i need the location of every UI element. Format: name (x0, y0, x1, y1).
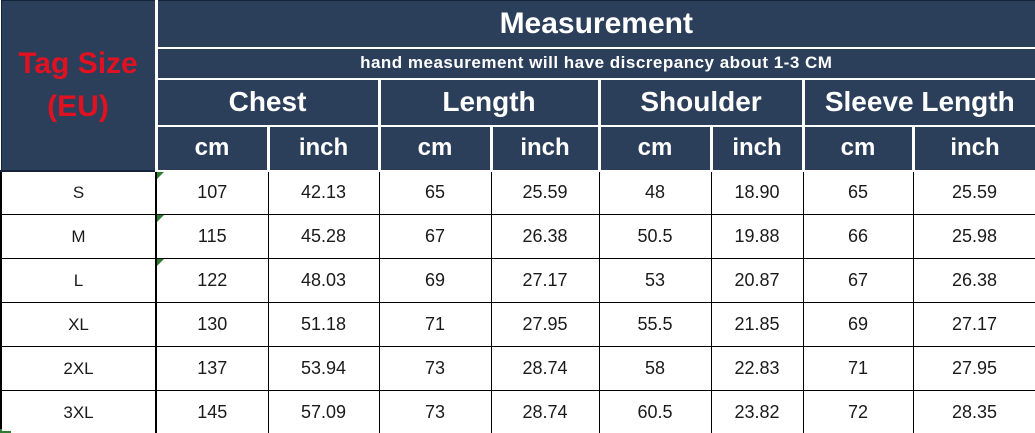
value-cell: 73 (378, 346, 492, 391)
group-header-chest: Chest (155, 77, 381, 127)
unit-header-length-cm: cm (378, 124, 493, 172)
value-cell: 25.98 (912, 214, 1035, 259)
value-cell: 23.82 (710, 390, 804, 433)
value-cell: 66 (802, 214, 914, 259)
value-cell: 73 (378, 390, 492, 433)
size-label: 3XL (0, 390, 157, 433)
value-cell: 51.18 (267, 302, 380, 347)
value-cell: 27.17 (490, 258, 600, 303)
value-cell: 67 (802, 258, 914, 303)
value-cell: 53 (598, 258, 712, 303)
value-cell: 21.85 (710, 302, 804, 347)
table-row: 2XL 137 53.94 73 28.74 58 22.83 71 27.95 (0, 346, 1035, 391)
group-header-shoulder: Shoulder (598, 77, 805, 127)
value-cell: 65 (378, 170, 492, 215)
group-header-sleeve-length: Sleeve Length (801, 77, 1035, 127)
value-cell: 122 (155, 258, 269, 303)
group-header-length: Length (378, 77, 601, 127)
value-cell: 42.13 (267, 170, 380, 215)
unit-header-length-inch: inch (490, 124, 601, 172)
table-row: XL 130 51.18 71 27.95 55.5 21.85 69 27.1… (0, 302, 1035, 347)
value-cell: 20.87 (710, 258, 804, 303)
unit-header-shoulder-cm: cm (598, 124, 713, 172)
value-cell: 27.17 (912, 302, 1035, 347)
unit-header-shoulder-inch: inch (710, 124, 805, 172)
value-cell: 25.59 (490, 170, 600, 215)
value-cell: 72 (802, 390, 914, 433)
unit-header-sleeve-cm: cm (802, 124, 915, 172)
value-cell: 60.5 (598, 390, 712, 433)
value-cell: 26.38 (490, 214, 600, 259)
value-cell: 27.95 (912, 346, 1035, 391)
value-cell: 69 (378, 258, 492, 303)
value-cell: 71 (802, 346, 914, 391)
unit-header-chest-inch: inch (267, 124, 381, 172)
value-cell: 55.5 (598, 302, 712, 347)
value-cell: 53.94 (267, 346, 380, 391)
value-cell: 48.03 (267, 258, 380, 303)
table-row: S 107 42.13 65 25.59 48 18.90 65 25.59 (0, 170, 1035, 215)
excel-error-marker (157, 171, 164, 179)
table-row: 3XL 145 57.09 73 28.74 60.5 23.82 72 28.… (0, 390, 1035, 433)
value-cell: 137 (155, 346, 269, 391)
value-cell: 48 (598, 170, 712, 215)
unit-header-sleeve-inch: inch (911, 124, 1035, 172)
measurement-title: Measurement (154, 0, 1035, 49)
tag-size-header-cell: Tag Size (EU) (0, 0, 158, 172)
unit-header-chest-cm: cm (155, 124, 270, 172)
value-cell: 65 (802, 170, 914, 215)
value-cell: 69 (802, 302, 914, 347)
size-label: XL (0, 302, 157, 347)
value-cell: 26.38 (912, 258, 1035, 303)
value-cell: 18.90 (710, 170, 804, 215)
tag-size-line2: (EU) (47, 90, 109, 124)
size-label: M (0, 214, 157, 259)
measurement-note: hand measurement will have discrepancy a… (154, 46, 1035, 80)
value-cell: 25.59 (912, 170, 1035, 215)
value-cell: 58 (598, 346, 712, 391)
value-cell: 130 (155, 302, 269, 347)
value-cell: 50.5 (598, 214, 712, 259)
excel-error-marker (157, 215, 164, 222)
value-cell: 107 (155, 170, 269, 215)
value-cell: 27.95 (490, 302, 600, 347)
size-label: S (0, 170, 157, 215)
table-row: M 115 45.28 67 26.38 50.5 19.88 66 25.98 (0, 214, 1035, 259)
tag-size-line1: Tag Size (18, 46, 138, 80)
excel-error-marker (157, 259, 164, 266)
value-cell: 22.83 (710, 346, 804, 391)
value-cell: 71 (378, 302, 492, 347)
value-cell: 19.88 (710, 214, 804, 259)
value-cell: 67 (378, 214, 492, 259)
size-label: L (0, 258, 157, 303)
value-cell: 57.09 (267, 390, 380, 433)
size-label: 2XL (0, 346, 157, 391)
table-row: L 122 48.03 69 27.17 53 20.87 67 26.38 (0, 258, 1035, 303)
value-cell: 28.74 (490, 390, 600, 433)
value-cell: 28.35 (912, 390, 1035, 433)
value-cell: 145 (155, 390, 269, 433)
sheet-corner-marker (0, 429, 11, 433)
value-cell: 45.28 (267, 214, 380, 259)
value-cell: 28.74 (490, 346, 600, 391)
value-cell: 115 (155, 214, 269, 259)
